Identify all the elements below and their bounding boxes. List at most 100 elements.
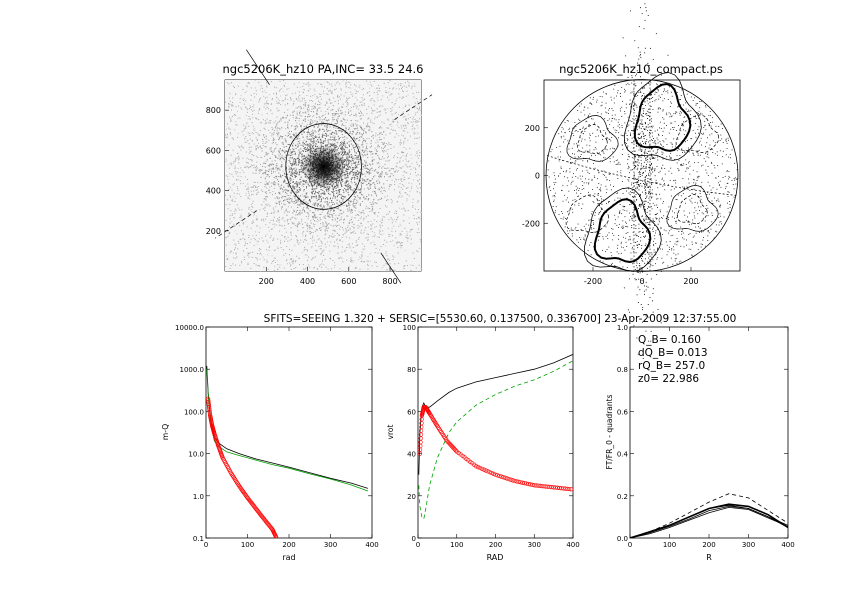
- data-point: [557, 485, 562, 491]
- data-point: [418, 443, 423, 449]
- data-point: [477, 465, 483, 471]
- data-point: [524, 481, 529, 486]
- contour-line: [593, 198, 652, 264]
- y-tick-label: 0.4: [617, 451, 629, 459]
- y-tick-label: 80: [407, 366, 416, 374]
- data-point: [479, 466, 485, 471]
- data-point: [526, 481, 531, 487]
- contour-line: [577, 124, 608, 155]
- data-point: [481, 467, 486, 472]
- data-point: [453, 448, 458, 453]
- data-point: [510, 478, 516, 483]
- data-point: [551, 485, 556, 490]
- y-tick-label: 0.1: [193, 535, 204, 543]
- y-tick-label: 1.0: [617, 324, 628, 332]
- galaxy-light-distribution: [225, 80, 422, 272]
- annotation-text: dQ_B= 0.013: [638, 347, 708, 359]
- panel-title: ngc5206K_hz10_compact.ps: [559, 62, 723, 76]
- x-axis-label: rad: [282, 553, 295, 562]
- data-point: [474, 464, 479, 469]
- data-point: [539, 483, 545, 489]
- data-point: [536, 483, 541, 488]
- annotation-text: Q_B= 0.160: [638, 334, 701, 346]
- data-point: [543, 484, 548, 489]
- y-tick-label: 1000.0: [180, 366, 205, 374]
- contour-lines: [545, 72, 739, 272]
- x-tick-label: 200: [259, 277, 274, 286]
- data-point: [450, 445, 455, 450]
- annotation-text: rQ_B= 257.0: [638, 360, 705, 372]
- y-tick-label: 40: [407, 451, 416, 459]
- contour-line: [565, 194, 610, 233]
- data-point: [506, 477, 512, 482]
- annotation-text: z0= 22.986: [638, 373, 699, 385]
- data-point: [530, 482, 535, 487]
- series-line: [630, 506, 788, 538]
- data-point: [528, 482, 533, 487]
- data-point: [505, 476, 510, 481]
- x-tick-label: 200: [683, 277, 698, 286]
- data-point: [547, 484, 552, 490]
- y-tick-label: 10.0: [188, 451, 204, 459]
- y-tick-label: 200: [206, 227, 221, 236]
- data-point: [448, 443, 454, 448]
- data-point: [447, 442, 453, 447]
- x-tick-label: 400: [300, 277, 315, 286]
- x-axis-label: R: [706, 553, 712, 562]
- y-tick-label: 0: [535, 172, 540, 181]
- x-axis-label: RAD: [487, 553, 504, 562]
- x-tick-label: 800: [382, 277, 397, 286]
- data-point: [522, 481, 527, 486]
- data-point: [449, 444, 455, 449]
- x-tick-label: 100: [450, 541, 463, 549]
- x-tick-label: 600: [341, 277, 356, 286]
- data-point: [501, 475, 506, 480]
- data-point: [508, 477, 514, 482]
- x-tick-label: 300: [742, 541, 755, 549]
- plot-area: [418, 354, 573, 520]
- x-tick-label: 400: [365, 541, 378, 549]
- galaxy-nucleus: [322, 164, 326, 169]
- contour-line: [675, 114, 720, 153]
- y-tick-label: 100: [403, 324, 416, 332]
- panel-contour: ngc5206K_hz10_compact.ps -200 0 200 -200 0 20…: [522, 3, 741, 371]
- y-tick-label: 800: [206, 106, 221, 115]
- x-tick-label: 300: [324, 541, 337, 549]
- data-point: [563, 486, 568, 491]
- y-tick-label: 0.6: [617, 408, 629, 416]
- data-point: [567, 486, 572, 492]
- x-tick-label: 200: [702, 541, 715, 549]
- data-point: [516, 479, 521, 484]
- y-axis-label: vrot: [386, 424, 395, 439]
- data-point: [555, 485, 560, 490]
- y-tick-label: 0.8: [617, 366, 628, 374]
- data-point: [475, 465, 481, 470]
- data-point: [561, 486, 566, 491]
- data-point: [419, 421, 424, 426]
- x-tick-label: 100: [663, 541, 676, 549]
- y-tick-label: 0: [412, 535, 416, 543]
- data-point: [520, 480, 525, 485]
- data-point: [565, 486, 570, 491]
- x-tick-label: 0: [628, 541, 632, 549]
- x-tick-label: 400: [781, 541, 794, 549]
- contour-line: [566, 115, 619, 162]
- minor-axis-line: [215, 210, 258, 239]
- data-point: [418, 447, 423, 452]
- y-tick-label: 60: [407, 408, 416, 416]
- panel-mass-profile: rad m-Q 0 100 200 300 400 10000.0 1000.0 100.0 1…: [161, 324, 379, 562]
- plot-frame: [417, 326, 574, 539]
- data-point: [452, 447, 457, 452]
- plot-frame: [205, 326, 373, 539]
- x-tick-label: 200: [489, 541, 502, 549]
- series-line: [418, 360, 573, 520]
- panel-rotation-curve: RAD vrot 0 100 200 300 400 0 20 40 60 80 100: [386, 324, 580, 562]
- x-tick-label: 400: [566, 541, 579, 549]
- y-tick-label: 0.2: [617, 493, 628, 501]
- data-point: [483, 468, 488, 473]
- contour-line: [623, 72, 702, 161]
- data-point: [537, 483, 543, 488]
